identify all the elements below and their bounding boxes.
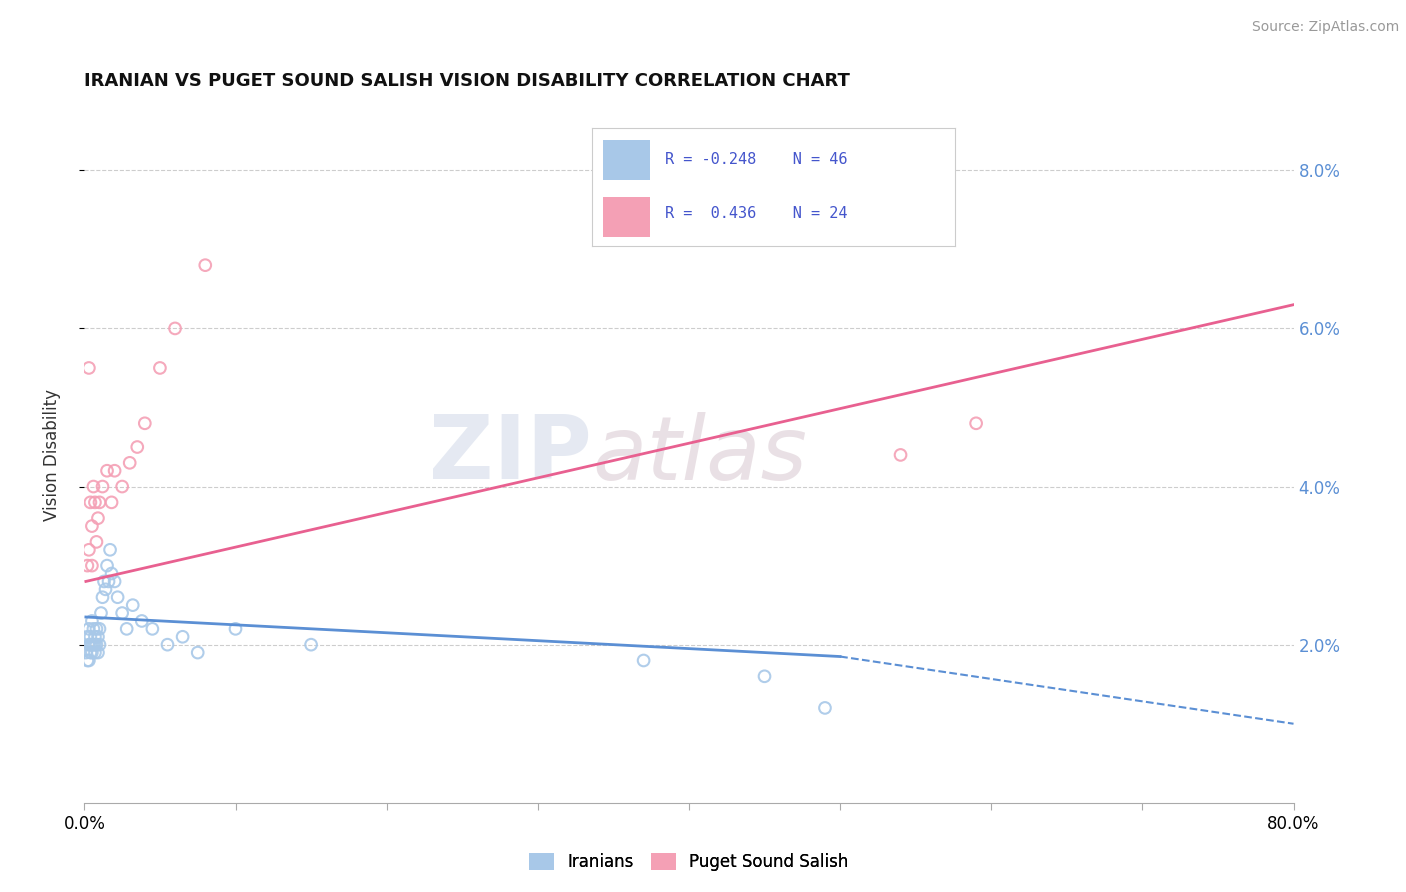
Point <box>141 622 163 636</box>
Point <box>86 622 108 636</box>
Point <box>80 614 103 628</box>
Point <box>134 417 156 431</box>
Point <box>84 638 107 652</box>
Point <box>97 574 120 589</box>
Point <box>107 591 129 605</box>
Y-axis label: Vision Disability: Vision Disability <box>42 389 60 521</box>
Point <box>82 479 104 493</box>
Point <box>94 582 117 597</box>
Text: R = -0.248    N = 46: R = -0.248 N = 46 <box>665 153 848 168</box>
Text: Source: ZipAtlas.com: Source: ZipAtlas.com <box>1251 21 1399 34</box>
Point <box>187 646 209 660</box>
Point <box>754 669 776 683</box>
Point <box>111 479 134 493</box>
Point <box>75 646 97 660</box>
Point <box>80 638 103 652</box>
Point <box>87 646 110 660</box>
Point <box>299 638 322 652</box>
Point <box>86 638 108 652</box>
Point <box>80 646 103 660</box>
Point <box>84 646 107 660</box>
Point <box>890 448 912 462</box>
Point <box>104 574 127 589</box>
Point <box>165 321 187 335</box>
Point <box>100 495 122 509</box>
Point <box>84 630 107 644</box>
Point <box>96 464 118 478</box>
Point <box>172 630 194 644</box>
Point <box>131 614 153 628</box>
Point <box>104 464 127 478</box>
Point <box>100 566 122 581</box>
Legend: Iranians, Puget Sound Salish: Iranians, Puget Sound Salish <box>523 847 855 878</box>
Point <box>82 622 104 636</box>
Point <box>115 622 138 636</box>
Point <box>98 542 121 557</box>
Point <box>79 638 101 652</box>
Point <box>87 511 110 525</box>
Point <box>77 542 100 557</box>
Text: atlas: atlas <box>592 412 807 498</box>
Point <box>87 630 110 644</box>
Bar <box>603 140 650 180</box>
Point <box>86 534 108 549</box>
Point <box>149 360 172 375</box>
Point <box>90 606 112 620</box>
Point <box>77 653 100 667</box>
Point <box>91 479 114 493</box>
Point <box>127 440 149 454</box>
Bar <box>603 196 650 236</box>
Point <box>76 630 98 644</box>
Text: IRANIAN VS PUGET SOUND SALISH VISION DISABILITY CORRELATION CHART: IRANIAN VS PUGET SOUND SALISH VISION DIS… <box>84 72 851 90</box>
Text: R =  0.436    N = 24: R = 0.436 N = 24 <box>665 205 848 220</box>
Point <box>89 495 111 509</box>
Point <box>121 598 143 612</box>
Point <box>80 558 103 573</box>
Text: ZIP: ZIP <box>429 411 592 499</box>
Point <box>79 495 101 509</box>
Point <box>225 622 247 636</box>
Point <box>111 606 134 620</box>
Point <box>77 638 100 652</box>
Point <box>82 638 104 652</box>
Point <box>76 653 98 667</box>
Point <box>77 360 100 375</box>
Point <box>633 653 655 667</box>
Point <box>965 417 987 431</box>
Point <box>194 258 217 272</box>
Point <box>93 574 115 589</box>
Point <box>96 558 118 573</box>
Point <box>77 622 100 636</box>
Point <box>814 701 837 715</box>
Point <box>80 519 103 533</box>
Point <box>118 456 141 470</box>
Point <box>76 558 98 573</box>
Point <box>89 622 111 636</box>
Point <box>79 646 101 660</box>
Point <box>156 638 179 652</box>
Point <box>84 495 107 509</box>
Point <box>89 638 111 652</box>
Point <box>79 630 101 644</box>
Point <box>91 591 114 605</box>
